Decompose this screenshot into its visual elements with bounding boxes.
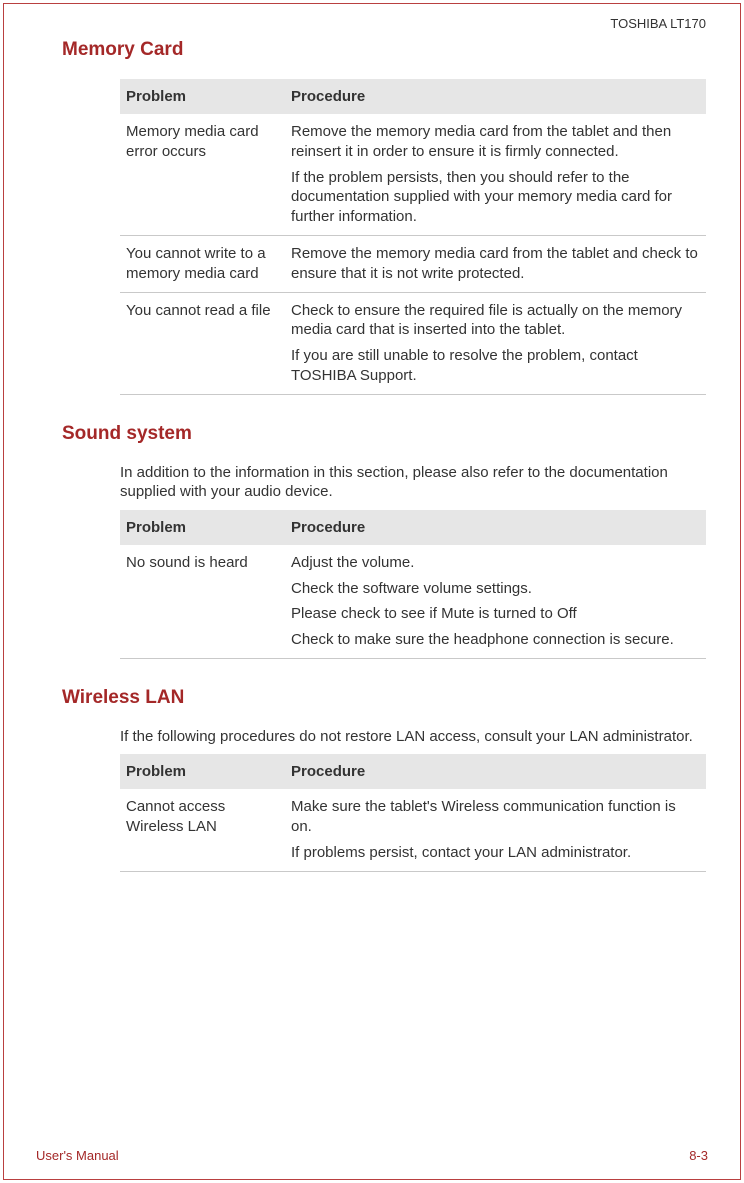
page-content: Memory Card Problem Procedure Memory med… [62, 39, 706, 900]
procedure-text: If you are still unable to resolve the p… [291, 346, 700, 386]
cell-problem: You cannot read a file [120, 292, 285, 394]
table-row: No sound is heard Adjust the volume. Che… [120, 545, 706, 659]
section-memory-card: Memory Card Problem Procedure Memory med… [62, 39, 706, 395]
table-header-procedure: Procedure [285, 79, 706, 114]
cell-problem: Cannot access Wireless LAN [120, 789, 285, 871]
procedure-text: Check the software volume settings. [291, 579, 700, 599]
section-heading: Sound system [62, 423, 706, 445]
footer-right: 8-3 [689, 1148, 708, 1163]
footer-left: User's Manual [36, 1148, 119, 1163]
procedure-text: Please check to see if Mute is turned to… [291, 604, 700, 624]
procedure-text: Check to ensure the required file is act… [291, 301, 700, 341]
section-intro: If the following procedures do not resto… [120, 727, 706, 747]
table-header-procedure: Procedure [285, 510, 706, 545]
procedure-text: If the problem persists, then you should… [291, 168, 700, 227]
trouble-table-wlan: Problem Procedure Cannot access Wireless… [120, 754, 706, 871]
trouble-table-memory-card: Problem Procedure Memory media card erro… [120, 79, 706, 395]
cell-procedure: Remove the memory media card from the ta… [285, 235, 706, 292]
trouble-table-sound: Problem Procedure No sound is heard Adju… [120, 510, 706, 659]
cell-problem: No sound is heard [120, 545, 285, 659]
procedure-text: Make sure the tablet's Wireless communic… [291, 797, 700, 837]
table-header-problem: Problem [120, 79, 285, 114]
section-heading: Memory Card [62, 39, 706, 61]
procedure-text: Remove the memory media card from the ta… [291, 122, 700, 162]
page-header-product: TOSHIBA LT170 [610, 16, 706, 31]
procedure-text: Adjust the volume. [291, 553, 700, 573]
cell-procedure: Adjust the volume. Check the software vo… [285, 545, 706, 659]
table-row: You cannot write to a memory media card … [120, 235, 706, 292]
procedure-text: Remove the memory media card from the ta… [291, 244, 700, 284]
table-header-problem: Problem [120, 510, 285, 545]
procedure-text: Check to make sure the headphone connect… [291, 630, 700, 650]
section-sound-system: Sound system In addition to the informat… [62, 423, 706, 659]
page-footer: User's Manual 8-3 [36, 1148, 708, 1163]
section-wireless-lan: Wireless LAN If the following procedures… [62, 687, 706, 872]
cell-procedure: Make sure the tablet's Wireless communic… [285, 789, 706, 871]
table-row: Cannot access Wireless LAN Make sure the… [120, 789, 706, 871]
cell-procedure: Check to ensure the required file is act… [285, 292, 706, 394]
table-header-problem: Problem [120, 754, 285, 789]
section-intro: In addition to the information in this s… [120, 463, 706, 502]
cell-problem: You cannot write to a memory media card [120, 235, 285, 292]
table-row: Memory media card error occurs Remove th… [120, 114, 706, 235]
procedure-text: If problems persist, contact your LAN ad… [291, 843, 700, 863]
table-row: You cannot read a file Check to ensure t… [120, 292, 706, 394]
cell-problem: Memory media card error occurs [120, 114, 285, 235]
section-heading: Wireless LAN [62, 687, 706, 709]
page-frame: TOSHIBA LT170 Memory Card Problem Proced… [3, 3, 741, 1180]
cell-procedure: Remove the memory media card from the ta… [285, 114, 706, 235]
table-header-procedure: Procedure [285, 754, 706, 789]
